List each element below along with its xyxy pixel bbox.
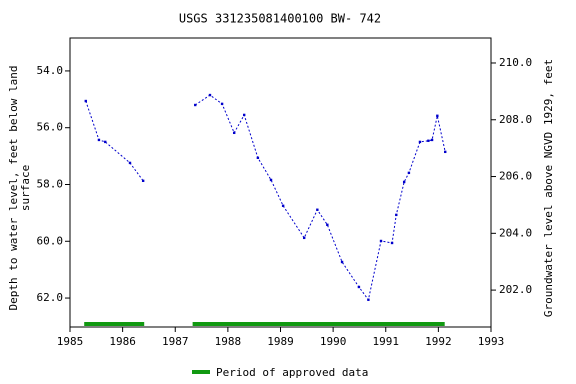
data-point	[418, 140, 422, 144]
x-tick-label: 1993	[478, 335, 505, 348]
x-tick-label: 1987	[162, 335, 189, 348]
data-point	[407, 171, 411, 175]
data-point	[340, 260, 344, 264]
data-point	[395, 213, 398, 217]
data-point	[402, 180, 406, 184]
y-tick-label: 54.0	[37, 64, 64, 77]
y2-tick-label: 202.0	[499, 283, 532, 296]
data-point	[379, 239, 383, 243]
data-point	[208, 93, 212, 97]
x-tick-label: 1990	[320, 335, 347, 348]
plot-frame	[69, 37, 492, 328]
data-point	[269, 178, 273, 182]
data-point	[367, 298, 370, 301]
data-point	[281, 204, 285, 207]
y2-axis-label: Groundwater level above NGVD 1929, feet	[542, 59, 555, 317]
data-point	[104, 140, 107, 144]
y2-tick-label: 208.0	[499, 113, 532, 126]
data-point	[194, 103, 197, 107]
x-tick-label: 1986	[109, 335, 136, 348]
data-point	[84, 99, 87, 103]
x-tick-label: 1989	[267, 335, 294, 348]
chart-title: USGS 331235081400100 BW- 742	[179, 12, 381, 26]
data-point	[427, 139, 430, 142]
data-point	[220, 102, 224, 106]
data-line	[85, 94, 446, 301]
data-point	[242, 113, 246, 117]
y2-tick-label: 210.0	[499, 56, 532, 69]
y-tick-label: 58.0	[37, 177, 64, 190]
data-point	[302, 236, 306, 240]
y-axis-label: surface	[19, 165, 32, 211]
y-tick-label: 62.0	[37, 291, 64, 304]
y2-tick-label: 204.0	[499, 226, 532, 239]
legend-label: Period of approved data	[216, 366, 368, 379]
x-tick-label: 1988	[215, 335, 242, 348]
data-point	[436, 114, 439, 117]
data-point	[232, 131, 236, 135]
y-tick-label: 60.0	[37, 234, 64, 247]
x-tick-label: 1992	[425, 335, 452, 348]
data-point	[326, 223, 329, 226]
data-point	[444, 150, 447, 154]
data-point	[390, 241, 394, 245]
y2-tick-label: 206.0	[499, 170, 532, 183]
y-tick-label: 56.0	[37, 121, 64, 134]
data-point	[357, 285, 361, 289]
x-tick-label: 1985	[57, 335, 84, 348]
y-axis-label: Depth to water level, feet below land	[7, 65, 20, 310]
data-point	[430, 138, 434, 142]
data-point	[128, 161, 132, 165]
x-tick-label: 1991	[373, 335, 400, 348]
data-point	[97, 138, 101, 142]
data-point	[256, 156, 260, 160]
data-point	[141, 179, 145, 182]
data-point	[316, 208, 319, 211]
